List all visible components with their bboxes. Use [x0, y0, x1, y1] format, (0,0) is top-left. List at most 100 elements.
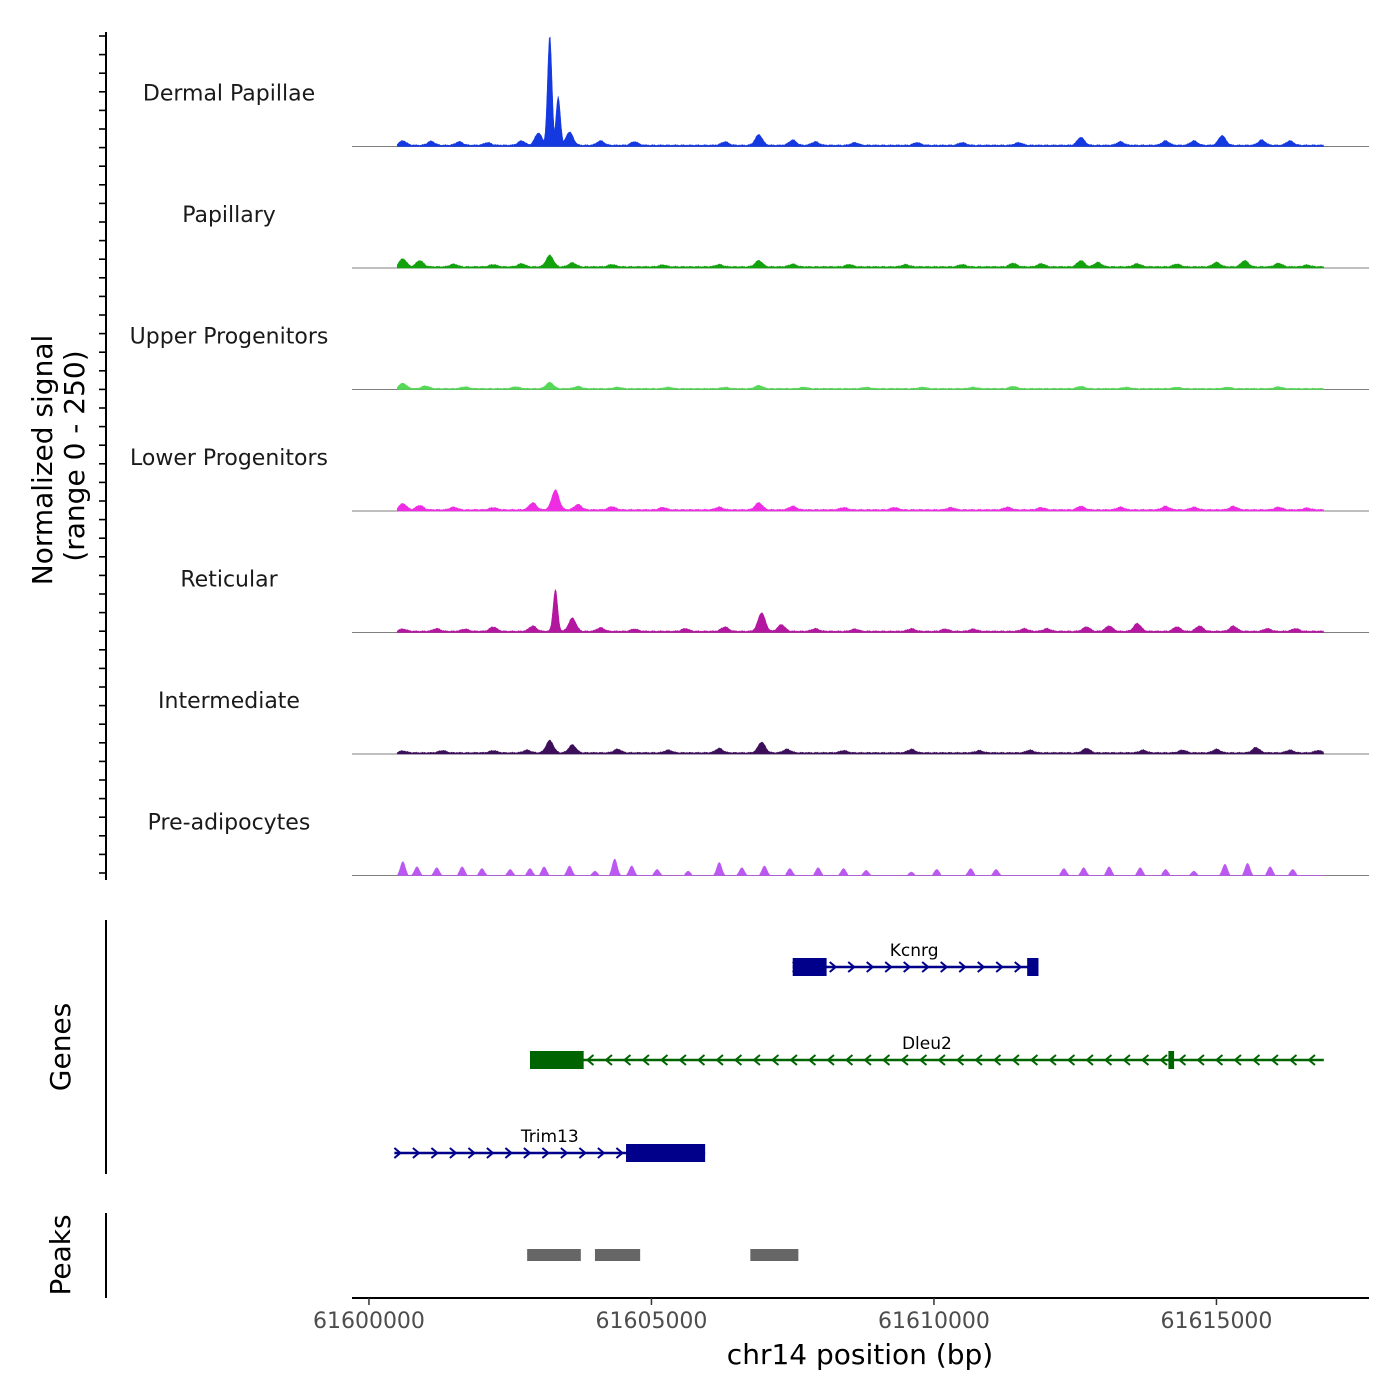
strand-chevron	[1288, 1054, 1298, 1066]
x-axis-ticks: 61600000 61605000 61610000 61615000	[313, 1298, 1272, 1334]
strand-chevron	[615, 1147, 624, 1159]
strand-chevron	[1103, 1054, 1113, 1066]
gene-trim13: Trim13	[393, 1127, 706, 1162]
strand-chevron	[1307, 1054, 1316, 1066]
strand-chevron	[1048, 1054, 1057, 1066]
exon-block	[626, 1144, 706, 1162]
strand-chevron	[604, 1054, 613, 1066]
x-tick-label: 61600000	[313, 1309, 425, 1334]
peak-region	[594, 1249, 641, 1261]
track-intermediate: Intermediate	[158, 689, 1369, 755]
strand-chevron	[995, 961, 1004, 973]
gene-label: Dleu2	[902, 1034, 952, 1054]
track-dermal-papillae: Dermal Papillae	[143, 36, 1369, 147]
exon-block	[1168, 1051, 1175, 1069]
strand-chevron	[958, 961, 967, 973]
strand-chevron	[1214, 1054, 1224, 1066]
strand-chevron	[1085, 1054, 1094, 1066]
signal-area	[396, 36, 1325, 147]
strand-chevron	[1066, 1054, 1076, 1066]
strand-chevron	[752, 1054, 761, 1066]
strand-chevron	[678, 1054, 687, 1066]
signal-tracks: Dermal Papillae Papillary Upper Progenitor…	[130, 36, 1369, 876]
strand-chevron	[884, 961, 893, 973]
signal-area	[396, 858, 1324, 876]
strand-chevron	[977, 961, 986, 973]
strand-chevron	[733, 1054, 743, 1066]
strand-chevron	[903, 961, 912, 973]
genes-panel-label: Genes	[44, 1003, 77, 1091]
strand-chevron	[585, 1054, 595, 1066]
x-tick-label: 61605000	[595, 1309, 707, 1334]
strand-chevron	[659, 1054, 669, 1066]
track-label: Papillary	[182, 203, 276, 228]
track-label: Lower Progenitors	[130, 446, 328, 471]
gene-annotations: Kcnrg Dleu2 Trim13	[393, 941, 1324, 1162]
strand-chevron	[1029, 1054, 1039, 1066]
strand-chevron	[829, 961, 838, 973]
strand-chevron	[1270, 1054, 1279, 1066]
strand-chevron	[1011, 1054, 1020, 1066]
strand-chevron	[940, 961, 949, 973]
strand-chevron	[1177, 1054, 1187, 1066]
exon-block	[792, 958, 827, 976]
track-lower-progenitors: Lower Progenitors	[130, 446, 1369, 512]
y-axis-title: Normalized signal	[26, 335, 59, 586]
strand-chevron	[467, 1147, 476, 1159]
peaks-panel-label: Peaks	[44, 1214, 77, 1295]
strand-chevron	[992, 1054, 1002, 1066]
gene-kcnrg: Kcnrg	[792, 941, 1039, 976]
strand-chevron	[955, 1054, 965, 1066]
strand-chevron	[578, 1147, 587, 1159]
signal-area	[396, 588, 1325, 633]
strand-chevron	[430, 1147, 439, 1159]
track-reticular: Reticular	[180, 568, 1369, 633]
signal-area	[396, 489, 1325, 512]
strand-chevron	[523, 1147, 532, 1159]
strand-chevron	[937, 1054, 946, 1066]
strand-chevron	[900, 1054, 909, 1066]
strand-chevron	[921, 961, 930, 973]
track-label: Reticular	[180, 568, 278, 593]
peak-regions	[527, 1249, 799, 1261]
x-tick-label: 61615000	[1160, 1309, 1272, 1334]
strand-chevron	[715, 1054, 724, 1066]
x-tick-label: 61610000	[878, 1309, 990, 1334]
strand-chevron	[1014, 961, 1023, 973]
strand-chevron	[1122, 1054, 1131, 1066]
gene-label: Trim13	[520, 1127, 579, 1147]
strand-chevron	[918, 1054, 928, 1066]
exon-block	[1027, 958, 1039, 976]
strand-chevron	[541, 1147, 550, 1159]
strand-chevron	[641, 1054, 650, 1066]
track-label: Pre-adipocytes	[148, 811, 311, 836]
signal-area	[396, 381, 1325, 390]
strand-chevron	[696, 1054, 706, 1066]
x-axis-title: chr14 position (bp)	[727, 1338, 993, 1371]
strand-chevron	[881, 1054, 891, 1066]
strand-chevron	[486, 1147, 495, 1159]
signal-area	[396, 254, 1325, 269]
strand-chevron	[504, 1147, 513, 1159]
track-pre-adipocytes: Pre-adipocytes	[148, 811, 1369, 876]
strand-chevron	[847, 961, 856, 973]
strand-chevron	[560, 1147, 569, 1159]
signal-area	[396, 739, 1325, 755]
strand-chevron	[622, 1054, 632, 1066]
strand-chevron	[1233, 1054, 1242, 1066]
strand-chevron	[770, 1054, 780, 1066]
strand-chevron	[1140, 1054, 1150, 1066]
strand-chevron	[826, 1054, 835, 1066]
peak-region	[750, 1249, 799, 1261]
strand-chevron	[807, 1054, 817, 1066]
strand-chevron	[974, 1054, 983, 1066]
strand-chevron	[412, 1147, 421, 1159]
strand-chevron	[1196, 1054, 1205, 1066]
strand-chevron	[597, 1147, 606, 1159]
track-papillary: Papillary	[182, 203, 1369, 269]
gene-dleu2: Dleu2	[529, 1034, 1324, 1069]
strand-chevron	[393, 1147, 402, 1159]
gene-label: Kcnrg	[890, 941, 939, 961]
track-label: Dermal Papillae	[143, 82, 315, 107]
